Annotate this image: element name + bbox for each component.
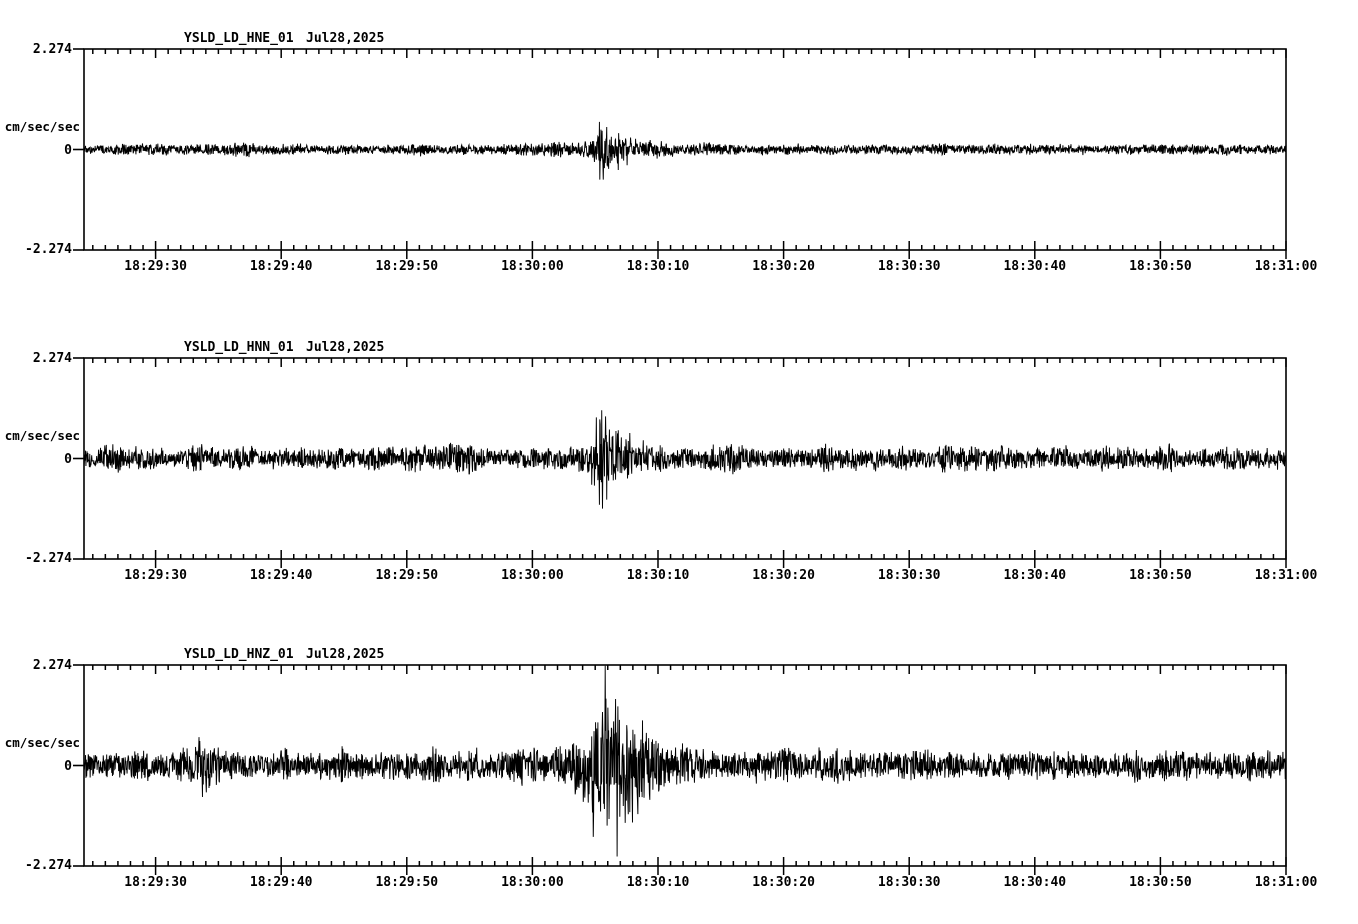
xtick-label-hnz-4: 18:30:10 [626,875,690,890]
xtick-label-hne-0: 18:29:30 [124,259,187,274]
xtick-label-hnz-6: 18:30:30 [877,875,941,890]
xtick-label-hnn-8: 18:30:50 [1129,568,1192,583]
seismogram-panel-hnz: YSLD_LD_HNZ_01 Jul28,2025 2.274 cm/sec/s… [0,616,1358,924]
plot-area-hnn [0,308,1358,608]
xtick-label-hnn-2: 18:29:50 [375,568,439,583]
xtick-label-hne-6: 18:30:30 [877,259,941,274]
xtick-label-hnz-5: 18:30:20 [752,875,815,890]
plot-area-hne [0,0,1358,300]
panel-title-hnz: YSLD_LD_HNZ_01 [184,647,294,662]
ytick-mid-hnz: 0 [64,759,72,774]
yaxis-units-hnz: cm/sec/sec [4,735,80,750]
xtick-label-hne-4: 18:30:10 [626,259,690,274]
ytick-mid-hnn: 0 [64,452,72,467]
xtick-label-hnn-4: 18:30:10 [626,568,690,583]
ytick-top-hnn: 2.274 [32,351,72,366]
plot-area-hnz [0,616,1358,924]
xtick-label-hne-1: 18:29:40 [249,259,313,274]
ytick-mid-hne: 0 [64,143,72,158]
ytick-top-hnz: 2.274 [32,658,72,673]
xtick-label-hnn-1: 18:29:40 [249,568,313,583]
xtick-label-hne-8: 18:30:50 [1129,259,1192,274]
xtick-label-hnn-7: 18:30:40 [1003,568,1067,583]
xtick-label-hnn-0: 18:29:30 [124,568,187,583]
xtick-label-hne-2: 18:29:50 [375,259,439,274]
yaxis-units-hne: cm/sec/sec [4,119,80,134]
panel-title-hne: YSLD_LD_HNE_01 [184,31,294,46]
xtick-label-hnn-3: 18:30:00 [501,568,564,583]
xtick-label-hnn-9: 18:31:00 [1254,568,1318,583]
ytick-bottom-hnz: -2.274 [25,858,72,873]
xtick-label-hnz-0: 18:29:30 [124,875,187,890]
xtick-label-hne-3: 18:30:00 [501,259,564,274]
seismogram-panel-hnn: YSLD_LD_HNN_01 Jul28,2025 2.274 cm/sec/s… [0,308,1358,608]
ytick-bottom-hnn: -2.274 [25,551,72,566]
ytick-top-hne: 2.274 [32,42,72,57]
panel-date-hnz: Jul28,2025 [306,647,385,662]
xtick-label-hnn-5: 18:30:20 [752,568,815,583]
xtick-label-hnz-2: 18:29:50 [375,875,439,890]
yaxis-units-hnn: cm/sec/sec [4,428,80,443]
panel-title-hnn: YSLD_LD_HNN_01 [184,340,294,355]
xtick-label-hne-9: 18:31:00 [1254,259,1318,274]
panel-date-hnn: Jul28,2025 [306,340,385,355]
seismogram-panel-hne: YSLD_LD_HNE_01 Jul28,2025 2.274 cm/sec/s… [0,0,1358,300]
ytick-bottom-hne: -2.274 [25,242,72,257]
xtick-label-hnz-8: 18:30:50 [1129,875,1192,890]
xtick-label-hnz-1: 18:29:40 [249,875,313,890]
panel-date-hne: Jul28,2025 [306,31,385,46]
xtick-label-hnz-9: 18:31:00 [1254,875,1318,890]
xtick-label-hnn-6: 18:30:30 [877,568,941,583]
xtick-label-hne-7: 18:30:40 [1003,259,1067,274]
xtick-label-hnz-7: 18:30:40 [1003,875,1067,890]
xtick-label-hne-5: 18:30:20 [752,259,815,274]
xtick-label-hnz-3: 18:30:00 [501,875,564,890]
